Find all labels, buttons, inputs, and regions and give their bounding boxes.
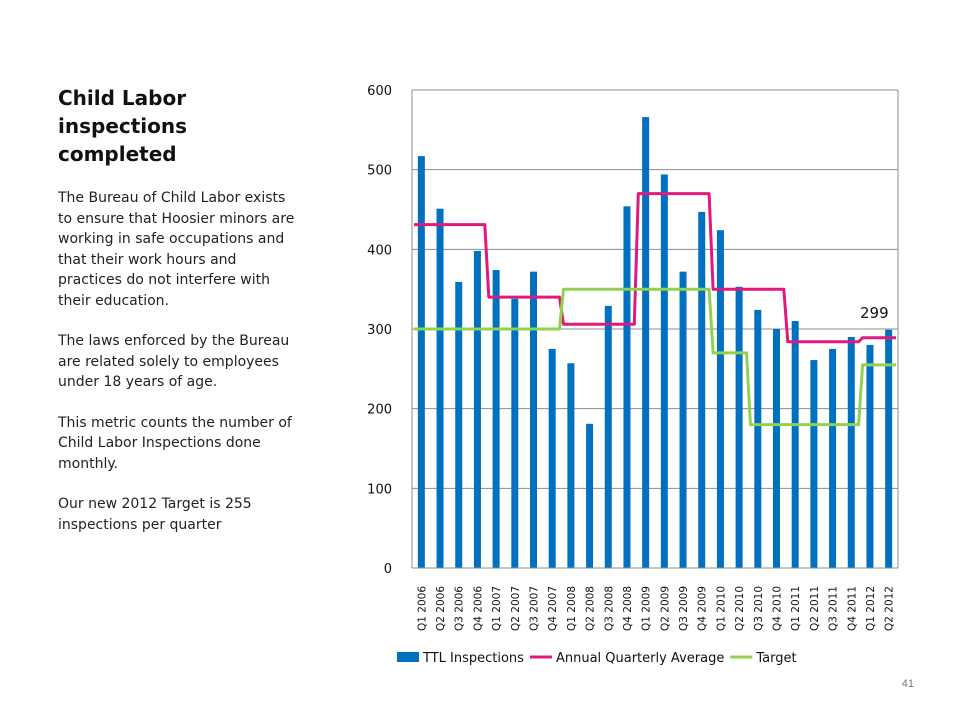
data-label: 299: [860, 304, 889, 322]
paragraph-target: Our new 2012 Target is 255 inspections p…: [58, 496, 252, 533]
bar-ttl-inspections: [791, 321, 799, 568]
x-tick-label: Q2 2009: [659, 586, 671, 631]
paragraph-laws: The laws enforced by the Bureau are rela…: [58, 333, 290, 390]
x-tick-label: Q4 2011: [846, 586, 858, 631]
legend-swatch-ttl-inspections: [397, 652, 419, 662]
bar-ttl-inspections: [473, 250, 481, 568]
bar-ttl-inspections: [754, 309, 762, 568]
x-tick-label: Q4 2006: [472, 586, 484, 631]
x-tick-label: Q1 2009: [641, 586, 653, 631]
page-number: 41: [901, 678, 914, 690]
x-tick-label: Q1 2006: [416, 586, 428, 631]
x-tick-label: Q3 2007: [529, 586, 541, 631]
bar-ttl-inspections: [679, 271, 687, 568]
bar-ttl-inspections: [417, 156, 425, 568]
x-tick-label: Q4 2008: [622, 586, 634, 631]
bar-ttl-inspections: [548, 348, 556, 568]
x-tick-label: Q4 2010: [772, 586, 784, 631]
paragraph-metric: This metric counts the number of Child L…: [58, 414, 292, 472]
legend-label-ttl-inspections: TTL Inspections: [422, 651, 524, 666]
bar-ttl-inspections: [885, 329, 893, 568]
bar-ttl-inspections: [642, 117, 650, 568]
x-tick-label: Q1 2012: [865, 586, 877, 631]
x-tick-label: Q3 2008: [603, 586, 615, 631]
legend-label-annual-quarterly-average: Annual Quarterly Average: [556, 651, 724, 666]
y-tick-label: 300: [367, 323, 392, 338]
slide-title: Child Labor inspections completed: [58, 86, 188, 166]
x-tick-label: Q3 2009: [678, 586, 690, 631]
y-tick-label: 500: [367, 164, 392, 179]
y-tick-label: 0: [384, 562, 392, 577]
x-tick-label: Q2 2008: [585, 586, 597, 631]
x-tick-label: Q4 2009: [697, 586, 709, 631]
y-tick-label: 100: [367, 482, 392, 497]
x-tick-label: Q2 2012: [884, 586, 896, 631]
x-tick-label: Q1 2010: [715, 586, 727, 631]
bar-ttl-inspections: [623, 206, 631, 568]
legend-label-target: Target: [755, 651, 796, 666]
bar-ttl-inspections: [735, 286, 743, 568]
x-tick-label: Q1 2007: [491, 586, 503, 631]
x-tick-label: Q1 2011: [790, 586, 802, 631]
bar-ttl-inspections: [847, 336, 855, 568]
bar-ttl-inspections: [829, 348, 837, 568]
x-tick-label: Q2 2011: [809, 586, 821, 631]
bar-ttl-inspections: [436, 208, 444, 568]
bar-ttl-inspections: [660, 174, 668, 569]
x-tick-label: Q1 2008: [566, 586, 578, 631]
x-tick-label: Q3 2006: [454, 586, 466, 631]
y-tick-label: 600: [367, 84, 392, 99]
x-tick-label: Q3 2011: [828, 586, 840, 631]
bar-ttl-inspections: [567, 363, 575, 568]
line-annual-quarterly-average: [414, 192, 896, 344]
line-target: [414, 287, 896, 427]
paragraph-bureau: The Bureau of Child Labor exists to ensu…: [58, 190, 295, 309]
bar-ttl-inspections: [698, 211, 706, 568]
x-tick-label: Q4 2007: [547, 586, 559, 631]
bar-ttl-inspections: [492, 270, 500, 568]
bar-ttl-inspections: [716, 230, 724, 569]
y-tick-label: 400: [367, 243, 392, 258]
bar-ttl-inspections: [511, 298, 519, 568]
bar-ttl-inspections: [586, 423, 594, 568]
bar-ttl-inspections: [604, 305, 612, 568]
y-tick-label: 200: [367, 403, 392, 418]
text-panel: Child Labor inspections completed The Bu…: [58, 84, 298, 555]
x-tick-label: Q2 2007: [510, 586, 522, 631]
x-tick-label: Q2 2006: [435, 586, 447, 631]
bar-ttl-inspections: [773, 329, 780, 568]
x-tick-label: Q3 2010: [753, 586, 765, 631]
bar-ttl-inspections: [455, 281, 463, 568]
x-tick-label: Q2 2010: [734, 586, 746, 631]
bar-ttl-inspections: [810, 360, 818, 568]
bar-ttl-inspections: [866, 344, 874, 568]
bar-ttl-inspections: [530, 271, 537, 568]
